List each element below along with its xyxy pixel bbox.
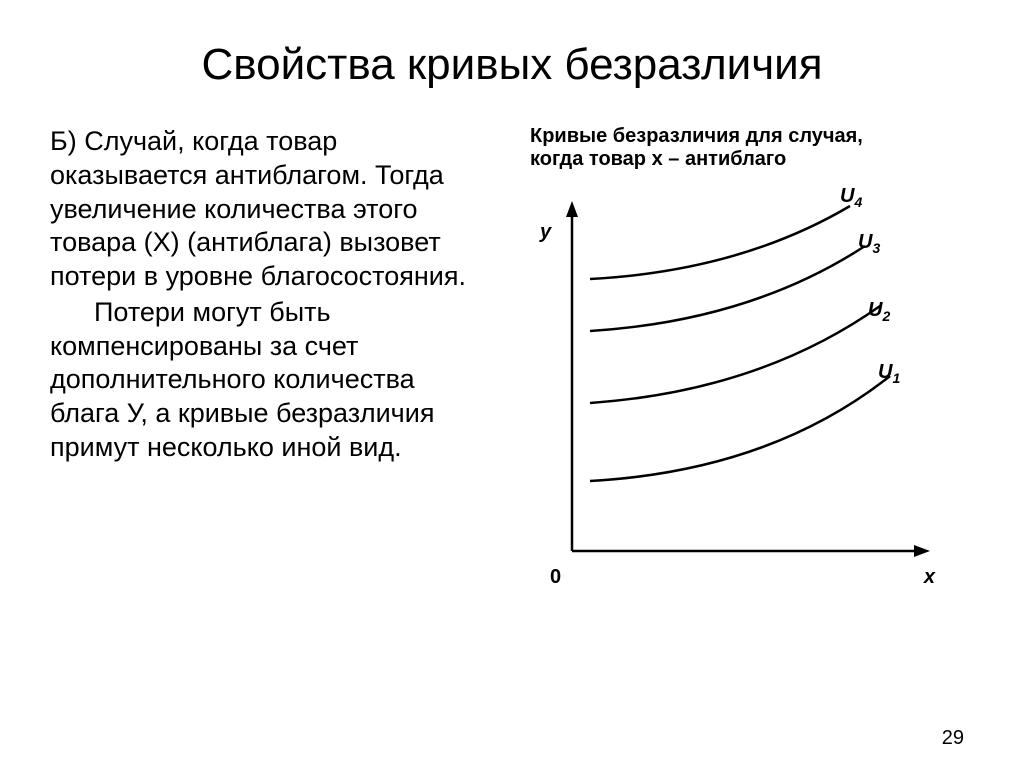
chart-area: y 0 x U4U3U2U1 (510, 191, 940, 611)
chart-title-line1: Кривые безразличия для случая, (530, 125, 863, 147)
curves-group (590, 206, 890, 481)
paragraph-1: Б) Случай, когда товар оказывается антиб… (50, 125, 480, 294)
x-axis-label: x (924, 566, 935, 589)
curve-label-u3: U3 (858, 231, 880, 256)
curve-label-u4: U4 (840, 185, 862, 210)
page-number: 29 (942, 727, 964, 750)
indifference-curve-1 (590, 376, 890, 481)
curve-label-u1: U1 (878, 361, 900, 386)
text-column: Б) Случай, когда товар оказывается антиб… (50, 125, 480, 611)
slide-title: Свойства кривых безразличия (50, 40, 974, 90)
indifference-curve-4 (590, 206, 850, 279)
indifference-curve-3 (590, 246, 865, 331)
paragraph-2: Потери могут быть компенсированы за счет… (50, 296, 480, 465)
chart-title-line2: когда товар х – антиблаго (530, 148, 786, 170)
chart-column: Кривые безразличия для случая, когда тов… (510, 125, 970, 611)
curve-label-u2: U2 (868, 299, 890, 324)
origin-label: 0 (550, 566, 561, 589)
chart-title: Кривые безразличия для случая, когда тов… (530, 125, 970, 171)
x-axis-arrow (914, 545, 930, 557)
y-axis-label: y (540, 221, 551, 244)
indifference-curve-2 (590, 306, 880, 403)
y-axis-arrow (566, 201, 578, 217)
content-row: Б) Случай, когда товар оказывается антиб… (50, 125, 974, 611)
